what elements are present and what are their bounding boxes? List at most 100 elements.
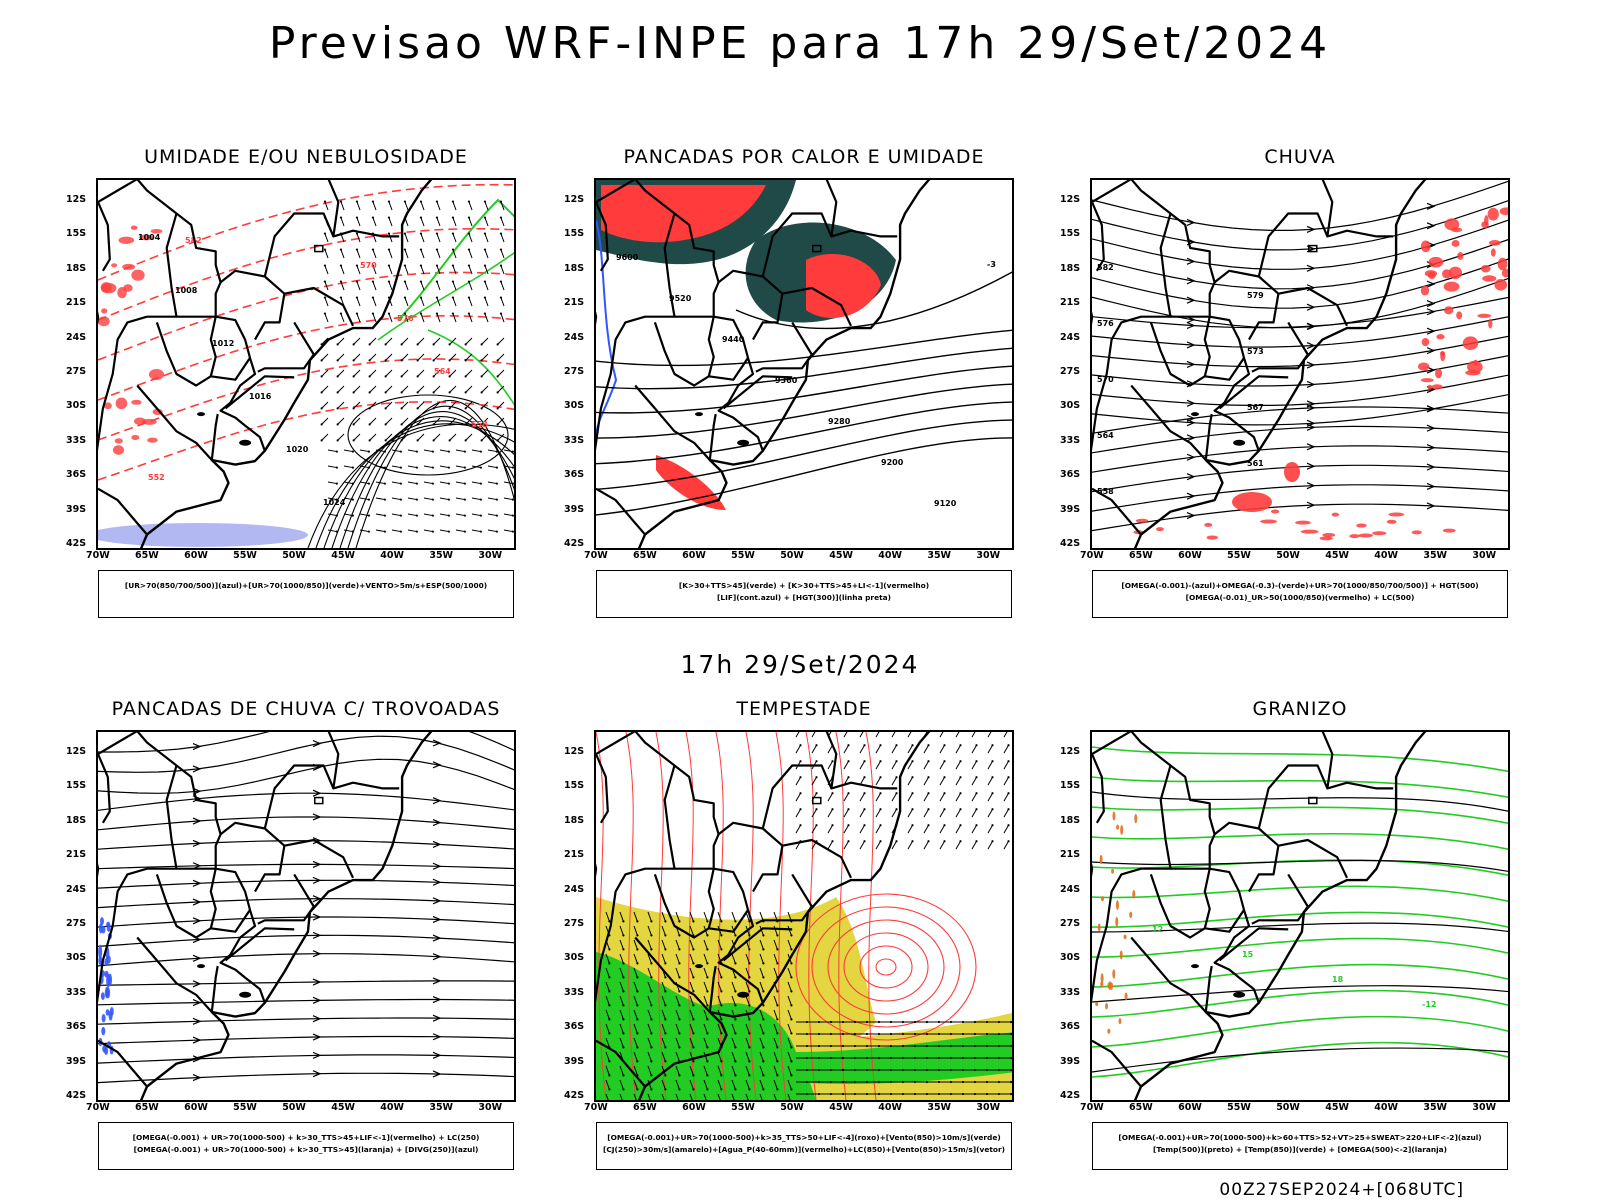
lat-tick-label: 30S — [1060, 952, 1080, 963]
lon-tick-label: 65W — [135, 1102, 159, 1113]
svg-text:570: 570 — [360, 261, 377, 270]
lon-tick-label: 60W — [184, 1102, 208, 1113]
lat-tick-label: 27S — [564, 918, 584, 929]
lat-tick-label: 18S — [66, 263, 86, 274]
lon-tick-label: 70W — [1080, 550, 1104, 561]
lat-tick-label: 33S — [564, 987, 584, 998]
lat-tick-label: 18S — [564, 263, 584, 274]
svg-text:552: 552 — [148, 473, 165, 482]
map-svg-granizo: 12 15 18 -12 — [1092, 732, 1508, 1100]
lat-tick-label: 24S — [564, 332, 584, 343]
lat-tick-label: 42S — [564, 538, 584, 549]
lon-tick-label: 30W — [976, 550, 1000, 561]
lon-tick-label: 45W — [1325, 550, 1349, 561]
lat-tick-label: 36S — [1060, 1021, 1080, 1032]
lat-tick-label: 27S — [564, 366, 584, 377]
lon-tick-label: 55W — [1227, 550, 1251, 561]
lat-tick-label: 12S — [564, 194, 584, 205]
svg-text:1004: 1004 — [138, 233, 161, 242]
lon-tick-label: 65W — [1129, 1102, 1153, 1113]
panel-title-umidade-e-ou-nebulosidade: UMIDADE E/OU NEBULOSIDADE — [96, 146, 516, 168]
lon-tick-label: 40W — [1374, 550, 1398, 561]
svg-text:15: 15 — [1242, 950, 1254, 959]
lat-tick-label: 15S — [66, 780, 86, 791]
lon-tick-label: 55W — [233, 1102, 257, 1113]
lon-tick-label: 55W — [1227, 1102, 1251, 1113]
lon-tick-label: 60W — [1178, 550, 1202, 561]
lat-tick-label: 21S — [1060, 297, 1080, 308]
lon-tick-label: 35W — [1423, 550, 1447, 561]
lon-tick-label: 60W — [682, 550, 706, 561]
lon-tick-label: 50W — [1276, 1102, 1300, 1113]
legend-line: [OMEGA(-0.001)+UR>70(1000-500)+k>35_TTS>… — [597, 1132, 1011, 1144]
svg-text:576: 576 — [397, 314, 414, 323]
lat-tick-label: 18S — [1060, 815, 1080, 826]
lat-tick-label: 24S — [1060, 884, 1080, 895]
lat-tick-label: 18S — [564, 815, 584, 826]
svg-text:1012: 1012 — [212, 339, 234, 348]
lon-tick-label: 65W — [1129, 550, 1153, 561]
map-panel-umidade-e-ou-nebulosidade: 1004 1008 1012 1016 1020 1024 570 576 564 558 552 5… — [96, 178, 516, 550]
svg-text:573: 573 — [1247, 347, 1264, 356]
svg-text:558: 558 — [1097, 487, 1114, 496]
lon-tick-label: 65W — [633, 1102, 657, 1113]
map-panel-chuva: 582 579 576 573 570 567 564 561 558 — [1090, 178, 1510, 550]
legend-umidade-e-ou-nebulosidade: [UR>70(850/700/500)](azul)+[UR>70(1000/8… — [98, 570, 514, 618]
lon-tick-label: 55W — [731, 1102, 755, 1113]
legend-line: [OMEGA(-0.001) + UR>70(1000-500) + k>30_… — [99, 1144, 513, 1156]
lat-tick-label: 21S — [564, 849, 584, 860]
legend-line: [OMEGA(-0.001)-(azul)+OMEGA(-0.3)-(verde… — [1093, 580, 1507, 592]
panel-title-granizo: GRANIZO — [1090, 698, 1510, 720]
lat-tick-label: 39S — [1060, 1056, 1080, 1067]
legend-line: [Temp(500)](preto) + [Temp(850)](verde) … — [1093, 1144, 1507, 1156]
lon-tick-label: 65W — [633, 550, 657, 561]
svg-text:1008: 1008 — [175, 286, 198, 295]
forecast-date-label: 17h 29/Set/2024 — [0, 650, 1600, 679]
legend-pancadas-de-chuva-c-trovoadas: [OMEGA(-0.001) + UR>70(1000-500) + k>30_… — [98, 1122, 514, 1170]
lat-tick-label: 39S — [66, 1056, 86, 1067]
svg-text:18: 18 — [1332, 975, 1344, 984]
legend-line: [LIF](cont.azul) + [HGT(300)](linha pret… — [597, 592, 1011, 604]
lat-tick-label: 15S — [564, 228, 584, 239]
svg-text:558: 558 — [471, 420, 488, 429]
map-svg-pancadas-por-calor-e-umidade: 9600952094409360928092009120-3 — [596, 180, 1012, 548]
lat-tick-label: 30S — [66, 400, 86, 411]
lat-tick-label: 15S — [564, 780, 584, 791]
lon-tick-label: 55W — [731, 550, 755, 561]
map-svg-tempestade — [596, 732, 1012, 1100]
lat-tick-label: 15S — [1060, 780, 1080, 791]
lon-tick-label: 50W — [1276, 550, 1300, 561]
lat-tick-label: 33S — [66, 435, 86, 446]
lon-tick-label: 35W — [1423, 1102, 1447, 1113]
lon-tick-label: 65W — [135, 550, 159, 561]
lat-tick-label: 12S — [66, 746, 86, 757]
lon-tick-label: 30W — [1472, 550, 1496, 561]
lat-tick-label: 18S — [66, 815, 86, 826]
svg-text:564: 564 — [434, 367, 451, 376]
lon-tick-label: 35W — [429, 1102, 453, 1113]
lat-tick-label: 24S — [66, 332, 86, 343]
map-panel-granizo: 12 15 18 -12 — [1090, 730, 1510, 1102]
lat-tick-label: 39S — [564, 1056, 584, 1067]
lat-tick-label: 36S — [66, 469, 86, 480]
lat-tick-label: 24S — [564, 884, 584, 895]
legend-line: [K>30+TTS>45](verde) + [K>30+TTS>45+LI<-… — [597, 580, 1011, 592]
lat-tick-label: 42S — [564, 1090, 584, 1101]
lon-tick-label: 40W — [1374, 1102, 1398, 1113]
map-svg-chuva: 582579576573570567564561558 — [1092, 180, 1508, 548]
svg-text:1016: 1016 — [249, 392, 272, 401]
lat-tick-label: 42S — [1060, 538, 1080, 549]
svg-text:1020: 1020 — [286, 445, 309, 454]
lon-tick-label: 30W — [1472, 1102, 1496, 1113]
svg-text:576: 576 — [1097, 319, 1114, 328]
legend-granizo: [OMEGA(-0.001)+UR>70(1000-500)+k>60+TTS>… — [1092, 1122, 1508, 1170]
map-panel-tempestade — [594, 730, 1014, 1102]
map-svg-umidade-e-ou-nebulosidade: 1004 1008 1012 1016 1020 1024 570 576 564 558 552 5… — [98, 180, 514, 548]
lon-tick-label: 70W — [86, 550, 110, 561]
lat-tick-label: 36S — [564, 1021, 584, 1032]
legend-line: [CJ(250)>30m/s](amarelo)+[Agua_P(40-60mm… — [597, 1144, 1011, 1156]
map-panel-pancadas-de-chuva-c-trovoadas — [96, 730, 516, 1102]
lon-tick-label: 45W — [331, 550, 355, 561]
lon-tick-label: 30W — [478, 1102, 502, 1113]
lat-tick-label: 24S — [66, 884, 86, 895]
